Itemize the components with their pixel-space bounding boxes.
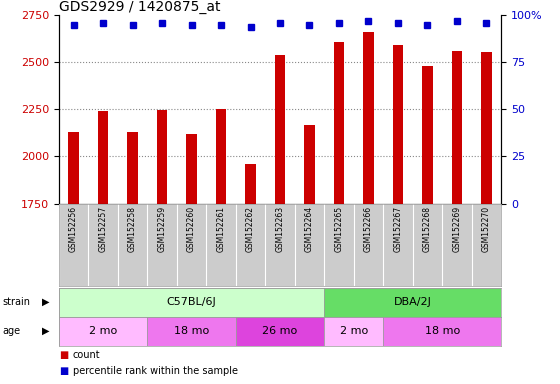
Text: 18 mo: 18 mo <box>424 326 460 336</box>
Text: ■: ■ <box>59 350 68 360</box>
Text: GSM152257: GSM152257 <box>99 206 108 252</box>
Bar <box>59 288 324 317</box>
Bar <box>481 52 492 204</box>
Bar <box>393 45 403 204</box>
Bar <box>186 134 197 204</box>
Text: GSM152256: GSM152256 <box>69 206 78 252</box>
Text: ▶: ▶ <box>42 297 49 307</box>
Bar <box>275 55 285 204</box>
Bar <box>68 132 79 204</box>
Bar <box>59 317 147 346</box>
Text: 2 mo: 2 mo <box>89 326 117 336</box>
Text: GSM152266: GSM152266 <box>364 206 373 252</box>
Text: GDS2929 / 1420875_at: GDS2929 / 1420875_at <box>59 0 220 14</box>
Bar <box>334 42 344 204</box>
Text: GSM152260: GSM152260 <box>187 206 196 252</box>
Text: GSM152268: GSM152268 <box>423 206 432 252</box>
Bar <box>236 317 324 346</box>
Bar <box>157 110 167 204</box>
Bar <box>304 126 315 204</box>
Bar <box>324 317 383 346</box>
Bar <box>422 66 433 204</box>
Text: ■: ■ <box>59 366 68 376</box>
Text: GSM152261: GSM152261 <box>217 206 226 252</box>
Bar <box>363 32 374 204</box>
Text: count: count <box>73 350 100 360</box>
Text: percentile rank within the sample: percentile rank within the sample <box>73 366 238 376</box>
Text: ▶: ▶ <box>42 326 49 336</box>
Text: strain: strain <box>3 297 31 307</box>
Text: age: age <box>3 326 21 336</box>
Text: 2 mo: 2 mo <box>339 326 368 336</box>
Text: GSM152264: GSM152264 <box>305 206 314 252</box>
Text: GSM152262: GSM152262 <box>246 206 255 252</box>
Text: GSM152269: GSM152269 <box>452 206 461 252</box>
Text: GSM152267: GSM152267 <box>394 206 403 252</box>
Bar <box>383 317 501 346</box>
Text: 26 mo: 26 mo <box>263 326 297 336</box>
Text: GSM152263: GSM152263 <box>276 206 284 252</box>
Bar <box>324 288 501 317</box>
Text: GSM152265: GSM152265 <box>334 206 343 252</box>
Text: GSM152259: GSM152259 <box>157 206 166 252</box>
Bar <box>452 51 462 204</box>
Text: 18 mo: 18 mo <box>174 326 209 336</box>
Bar <box>216 109 226 204</box>
Bar <box>98 111 108 204</box>
Bar <box>245 164 256 204</box>
Text: GSM152258: GSM152258 <box>128 206 137 252</box>
Bar <box>127 132 138 204</box>
Bar <box>147 317 236 346</box>
Text: GSM152270: GSM152270 <box>482 206 491 252</box>
Text: DBA/2J: DBA/2J <box>394 297 432 308</box>
Text: C57BL/6J: C57BL/6J <box>167 297 216 308</box>
